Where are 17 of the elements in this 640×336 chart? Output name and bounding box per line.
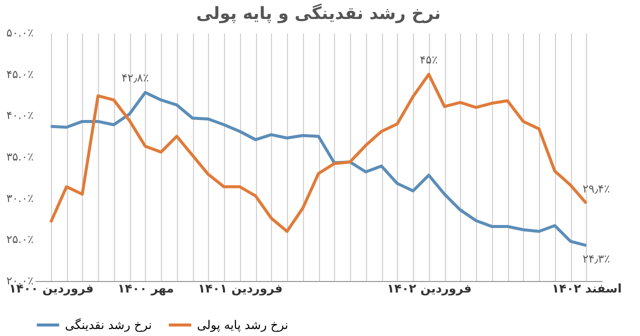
chart-title: نرخ رشد نقدینگی و پایه پولی: [196, 3, 441, 24]
annotation: ۴۲٫۸٪: [122, 72, 149, 85]
y-tick-label: ۴۰.۰٪: [6, 109, 34, 122]
y-tick-label: ۲۵.۰٪: [6, 233, 34, 246]
legend-label: نرخ رشد نقدینگی: [65, 318, 152, 332]
legend-label: نرخ رشد پایه پولی: [197, 318, 288, 332]
annotation: ۲۴٫۳٪: [582, 252, 610, 266]
y-tick-label: ۴۵.۰٪: [6, 68, 34, 81]
x-tick-label: فروردین ۱۴۰۲: [386, 282, 472, 296]
x-tick-label: اسفند ۱۴۰۲: [552, 282, 622, 296]
annotation: ۲۹٫۴٪: [582, 182, 610, 196]
y-tick-label: ۳۵.۰٪: [6, 150, 34, 164]
y-tick-label: ۵۰.۰٪: [6, 26, 34, 40]
annotation: ۴۵٪: [420, 53, 438, 66]
x-tick-label: فروردین ۱۴۰۱: [198, 282, 283, 296]
x-tick-label: مهر ۱۴۰۰: [118, 282, 174, 296]
y-tick-label: ۳۰.۰٪: [6, 192, 34, 205]
